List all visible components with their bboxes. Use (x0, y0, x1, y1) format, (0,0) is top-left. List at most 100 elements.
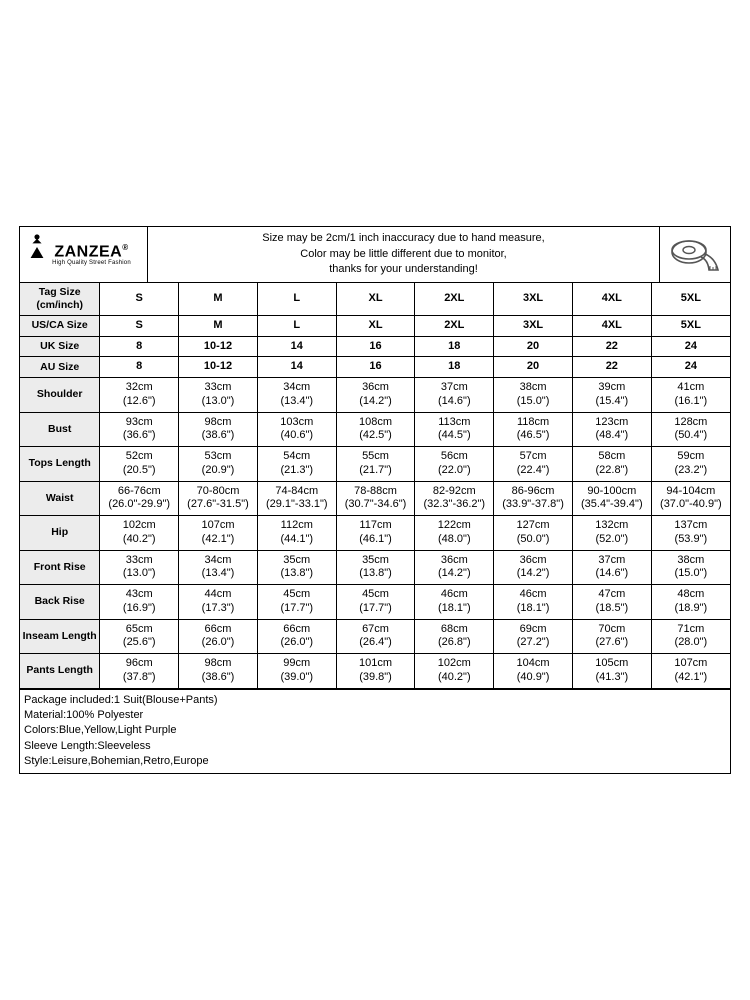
detail-line: Material:100% Polyester (24, 708, 726, 723)
measurement-cell: 96cm(37.8") (100, 654, 179, 689)
table-row: US/CA SizeSMLXL2XL3XL4XL5XL (20, 315, 730, 336)
detail-line: Colors:Blue,Yellow,Light Purple (24, 723, 726, 738)
size-cell: L (257, 283, 336, 316)
table-row: Hip102cm(40.2")107cm(42.1")112cm(44.1")1… (20, 516, 730, 551)
measurement-cell: 132cm(52.0") (572, 516, 651, 551)
size-cell: M (179, 283, 258, 316)
size-cell: S (100, 315, 179, 336)
measurement-cell: 58cm(22.8") (572, 447, 651, 482)
measurement-cell: 38cm(15.0") (494, 378, 573, 413)
size-cell: L (257, 315, 336, 336)
size-cell: 20 (494, 336, 573, 357)
brand-name: ZANZEA® (54, 243, 128, 261)
size-cell: 3XL (494, 315, 573, 336)
measurement-cell: 99cm(39.0") (257, 654, 336, 689)
detail-line: Package included:1 Suit(Blouse+Pants) (24, 693, 726, 708)
measurement-cell: 65cm(25.6") (100, 619, 179, 654)
table-row: AU Size810-12141618202224 (20, 357, 730, 378)
product-details: Package included:1 Suit(Blouse+Pants)Mat… (20, 689, 730, 773)
measurement-cell: 44cm(17.3") (179, 585, 258, 620)
measurement-cell: 82-92cm(32.3"-36.2") (415, 481, 494, 516)
header-row: ZANZEA® High Quality Street Fashion Size… (20, 227, 730, 282)
table-row: Shoulder32cm(12.6")33cm(13.0")34cm(13.4"… (20, 378, 730, 413)
measurement-cell: 66cm(26.0") (257, 619, 336, 654)
measurement-cell: 52cm(20.5") (100, 447, 179, 482)
measurement-cell: 78-88cm(30.7"-34.6") (336, 481, 415, 516)
measurement-cell: 70cm(27.6") (572, 619, 651, 654)
measurement-cell: 112cm(44.1") (257, 516, 336, 551)
row-header: Hip (20, 516, 100, 551)
brand-logo-cell: ZANZEA® High Quality Street Fashion (20, 227, 148, 281)
measurement-cell: 104cm(40.9") (494, 654, 573, 689)
measurement-cell: 67cm(26.4") (336, 619, 415, 654)
size-cell: 24 (651, 336, 730, 357)
measurement-cell: 37cm(14.6") (415, 378, 494, 413)
measurement-cell: 102cm(40.2") (100, 516, 179, 551)
table-row: Inseam Length65cm(25.6")66cm(26.0")66cm(… (20, 619, 730, 654)
measurement-cell: 113cm(44.5") (415, 412, 494, 447)
measurement-cell: 98cm(38.6") (179, 412, 258, 447)
detail-line: Style:Leisure,Bohemian,Retro,Europe (24, 754, 726, 769)
tape-measure-icon (669, 236, 721, 274)
size-cell: 3XL (494, 283, 573, 316)
measurement-cell: 128cm(50.4") (651, 412, 730, 447)
measurement-notice: Size may be 2cm/1 inch inaccuracy due to… (148, 227, 660, 281)
measurement-cell: 43cm(16.9") (100, 585, 179, 620)
measurement-cell: 35cm(13.8") (257, 550, 336, 585)
measurement-cell: 59cm(23.2") (651, 447, 730, 482)
measurement-cell: 35cm(13.8") (336, 550, 415, 585)
size-cell: 22 (572, 336, 651, 357)
size-cell: 8 (100, 336, 179, 357)
size-cell: 14 (257, 336, 336, 357)
measurement-cell: 68cm(26.8") (415, 619, 494, 654)
measurement-cell: 69cm(27.2") (494, 619, 573, 654)
measurement-cell: 36cm(14.2") (494, 550, 573, 585)
measurement-cell: 94-104cm(37.0"-40.9") (651, 481, 730, 516)
measurement-cell: 66-76cm(26.0"-29.9") (100, 481, 179, 516)
measurement-cell: 55cm(21.7") (336, 447, 415, 482)
row-header: UK Size (20, 336, 100, 357)
row-header: Back Rise (20, 585, 100, 620)
row-header: Waist (20, 481, 100, 516)
measurement-cell: 34cm(13.4") (179, 550, 258, 585)
table-row: Back Rise43cm(16.9")44cm(17.3")45cm(17.7… (20, 585, 730, 620)
measurement-cell: 39cm(15.4") (572, 378, 651, 413)
measurement-cell: 32cm(12.6") (100, 378, 179, 413)
table-row: Pants Length96cm(37.8")98cm(38.6")99cm(3… (20, 654, 730, 689)
measurement-cell: 123cm(48.4") (572, 412, 651, 447)
size-cell: S (100, 283, 179, 316)
row-header: Tops Length (20, 447, 100, 482)
row-header: AU Size (20, 357, 100, 378)
size-cell: 18 (415, 357, 494, 378)
measurement-cell: 33cm(13.0") (100, 550, 179, 585)
tape-measure-cell (660, 227, 730, 281)
notice-line: thanks for your understanding! (329, 262, 478, 277)
measurement-cell: 66cm(26.0") (179, 619, 258, 654)
size-table: Tag Size(cm/inch)SMLXL2XL3XL4XL5XLUS/CA … (20, 283, 730, 689)
measurement-cell: 90-100cm(35.4"-39.4") (572, 481, 651, 516)
measurement-cell: 108cm(42.5") (336, 412, 415, 447)
measurement-cell: 102cm(40.2") (415, 654, 494, 689)
table-row: Waist66-76cm(26.0"-29.9")70-80cm(27.6"-3… (20, 481, 730, 516)
row-header: Bust (20, 412, 100, 447)
measurement-cell: 34cm(13.4") (257, 378, 336, 413)
detail-line: Sleeve Length:Sleeveless (24, 739, 726, 754)
size-cell: XL (336, 315, 415, 336)
measurement-cell: 37cm(14.6") (572, 550, 651, 585)
measurement-cell: 71cm(28.0") (651, 619, 730, 654)
size-chart-card: ZANZEA® High Quality Street Fashion Size… (19, 226, 731, 773)
size-cell: 16 (336, 357, 415, 378)
measurement-cell: 70-80cm(27.6"-31.5") (179, 481, 258, 516)
size-cell: 20 (494, 357, 573, 378)
measurement-cell: 101cm(39.8") (336, 654, 415, 689)
measurement-cell: 41cm(16.1") (651, 378, 730, 413)
measurement-cell: 118cm(46.5") (494, 412, 573, 447)
row-header: Inseam Length (20, 619, 100, 654)
measurement-cell: 38cm(15.0") (651, 550, 730, 585)
row-header: US/CA Size (20, 315, 100, 336)
measurement-cell: 47cm(18.5") (572, 585, 651, 620)
measurement-cell: 74-84cm(29.1"-33.1") (257, 481, 336, 516)
brand-tagline: High Quality Street Fashion (52, 260, 131, 266)
size-cell: M (179, 315, 258, 336)
size-cell: 2XL (415, 283, 494, 316)
